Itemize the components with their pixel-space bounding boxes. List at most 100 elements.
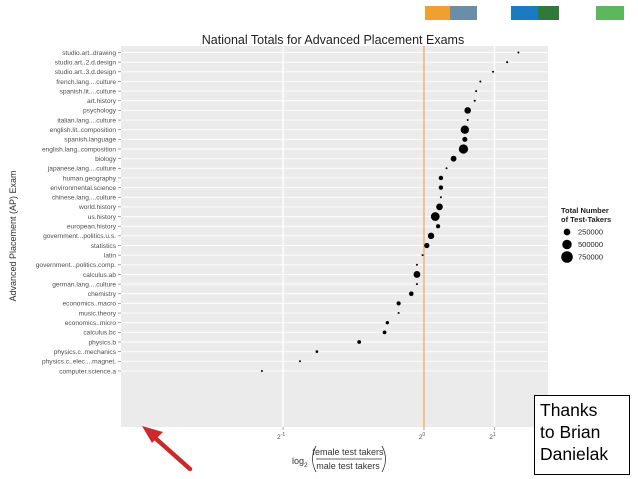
y-tick-label: human.geography [63, 175, 117, 182]
x-tick-exponent: 1 [493, 432, 496, 438]
data-point [462, 136, 468, 142]
y-tick-label: biology [95, 156, 117, 163]
data-point [439, 196, 442, 199]
decor-block-photo [450, 6, 477, 20]
y-tick-label: economics..macro [62, 301, 116, 308]
data-point [460, 125, 470, 134]
data-point [458, 144, 469, 154]
grid [121, 46, 548, 427]
x-axis-numerator: female test takers [312, 447, 384, 457]
x-tick-exponent: -1 [281, 432, 286, 438]
y-tick-label: studio.art..2.d.design [55, 59, 117, 66]
data-point [445, 167, 448, 170]
data-point [438, 185, 444, 190]
decor-block-orange [425, 6, 450, 20]
legend-label: 500000 [578, 240, 603, 249]
data-point [408, 291, 414, 297]
y-tick-label: government...politics.u.s. [43, 233, 116, 240]
x-axis-title: log2 female test takers male test takers [292, 445, 386, 473]
y-tick-label: european.history [67, 224, 117, 231]
credit-box: Thanks to Brian Danielak [534, 395, 630, 475]
y-tick-label: world.history [78, 204, 117, 211]
chart-title: National Totals for Advanced Placement E… [202, 33, 464, 47]
y-tick-labels: studio.art..drawing studio.art..2.d.desig… [36, 50, 121, 375]
data-point [421, 254, 424, 257]
data-point [466, 119, 469, 122]
data-point [464, 107, 471, 114]
decor-block-leaf [538, 6, 559, 20]
y-tick-label: music.theory [79, 310, 117, 317]
y-tick-label: physics.b [89, 339, 117, 346]
plot-panel [121, 46, 548, 427]
x-tick-labels: 2-1 20 21 [277, 427, 496, 441]
header-decoration [0, 0, 638, 30]
decor-block-blue [511, 6, 538, 20]
data-point [415, 263, 418, 266]
x-axis-log-prefix: log [292, 456, 304, 466]
data-point [382, 330, 387, 335]
legend-title-line: of Test-Takers [561, 215, 611, 224]
data-point [413, 271, 421, 278]
data-point [438, 175, 444, 181]
data-point [427, 232, 435, 240]
y-tick-label: latin [104, 252, 116, 259]
y-tick-label: calculus.bc [83, 330, 116, 337]
data-point [517, 51, 520, 54]
data-point [430, 212, 440, 221]
y-tick-label: spanish.lit....culture [60, 88, 117, 95]
legend-key [562, 239, 572, 250]
y-tick-label: government...politics.comp. [36, 262, 116, 269]
y-tick-label: english.lang..composition [42, 146, 116, 153]
y-tick-label: italian.lang....culture [57, 117, 116, 124]
data-point [435, 224, 441, 229]
data-point [415, 283, 418, 286]
x-tick-label: 2-1 [277, 432, 285, 441]
credit-text: Thanks to Brian Danielak [540, 400, 609, 464]
data-points [260, 51, 520, 372]
x-tick-base: 2 [277, 434, 281, 441]
data-point [396, 301, 401, 306]
x-axis-paren-left [312, 445, 317, 473]
data-point [315, 350, 319, 353]
legend-label: 250000 [578, 228, 603, 237]
x-axis-denominator: male test takers [316, 461, 380, 471]
x-axis-title-log: log2 [292, 456, 308, 469]
data-point [260, 369, 263, 372]
legend-title-line: Total Number [561, 206, 609, 215]
y-tick-label: calculus.ab [83, 272, 116, 279]
legend-entries: 250000 500000 750000 [561, 228, 603, 263]
y-tick-label: studio.art..3.d.design [55, 69, 117, 76]
data-point [473, 99, 476, 102]
x-axis-log-base: 2 [304, 462, 308, 469]
arrow-shaft [151, 434, 193, 472]
y-tick-label: french.lang....culture [56, 79, 116, 86]
y-tick-label: studio.art..drawing [62, 50, 116, 57]
y-tick-label: art.history [87, 98, 117, 105]
data-point [424, 242, 430, 249]
data-point [298, 360, 301, 363]
y-tick-label: statistics [91, 243, 117, 250]
arrow-head [142, 426, 163, 443]
x-tick-label: 20 [419, 432, 426, 441]
y-tick-label: psychology [83, 108, 117, 115]
legend-key [561, 251, 573, 263]
y-axis-title: Advanced Placement (AP) Exam [8, 170, 18, 301]
data-point [357, 340, 362, 344]
y-tick-label: economics..micro [65, 320, 117, 327]
legend-label: 750000 [578, 253, 603, 262]
data-point [492, 70, 495, 73]
legend-key [563, 228, 571, 236]
y-tick-label: environmental.science [50, 185, 116, 192]
x-tick-label: 21 [489, 432, 496, 441]
y-tick-label: chinese.lang....culture [52, 195, 116, 202]
data-point [479, 80, 482, 83]
legend-title: Total Number of Test-Takers [561, 206, 611, 224]
data-point [436, 203, 443, 211]
y-tick-label: english.lit..composition [50, 127, 117, 134]
x-tick-exponent: 0 [422, 432, 425, 438]
x-axis-paren-right [381, 445, 386, 473]
y-tick-label: chemistry [88, 291, 117, 298]
data-point [506, 61, 509, 64]
x-tick-base: 2 [489, 434, 493, 441]
